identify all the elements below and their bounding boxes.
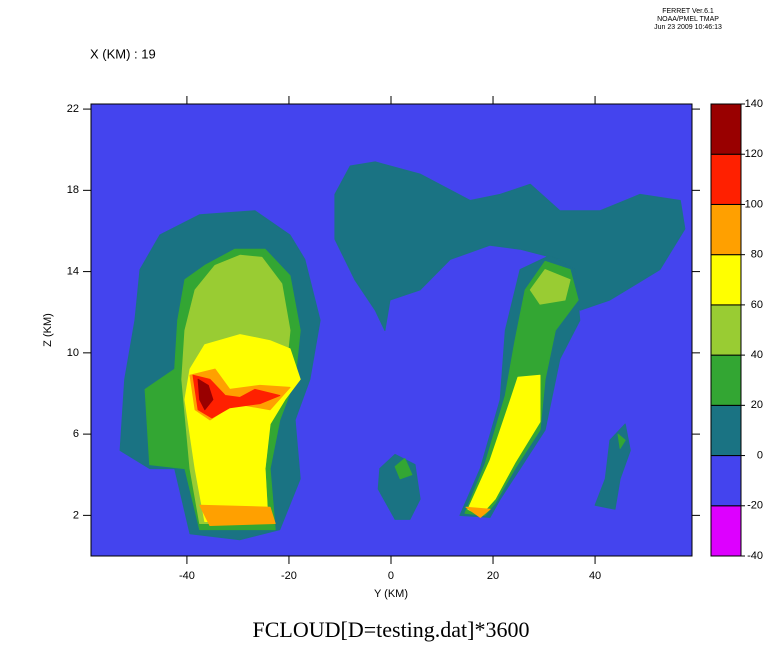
header-line: FERRET Ver.6.1 [662,8,714,15]
colorbar-box [710,354,742,406]
contour-region [617,433,626,449]
x-axis-label: Y (KM) [374,588,408,600]
colorbar-label: -20 [747,500,763,512]
colorbar-label: 100 [745,198,763,210]
colorbar-label: 0 [757,449,763,461]
chart-title: FCLOUD[D=testing.dat]*3600 [253,617,530,642]
colorbar-box [710,203,742,256]
contour-region [394,458,413,480]
contour-region [334,161,686,331]
colorbar-label: 40 [751,349,763,361]
x-tick-label: -40 [179,570,195,582]
header-line: Jun 23 2009 10:46:13 [654,24,722,31]
colorbar-label: 80 [751,249,763,261]
contour-region [192,374,281,419]
y-tick-label: 6 [73,428,79,440]
contour-region [465,506,491,518]
x-tick-label: 0 [388,570,394,582]
colorbar-label: 20 [751,399,763,411]
y-tick-label: 18 [67,184,79,196]
y-tick-label: 2 [73,509,79,521]
colorbar-label: 60 [751,299,763,311]
plot-frame [90,103,693,557]
colorbar-box [710,254,742,306]
colorbar-box [710,153,742,205]
colorbar-box [710,103,742,155]
contour-region [199,504,276,526]
header-line: NOAA/PMEL TMAP [657,16,719,23]
y-axis-label: Z (KM) [42,313,54,347]
colorbar-box [710,455,742,507]
subtitle: X (KM) : 19 [90,46,156,61]
contour-region [197,378,214,411]
contour-region [467,374,541,516]
y-tick-label: 22 [67,103,79,115]
colorbar-label: -40 [747,550,763,562]
y-tick-label: 14 [67,266,79,278]
x-tick-label: 20 [487,570,499,582]
colorbar-box [710,505,742,557]
colorbar-box [710,304,742,356]
colorbar-label: 120 [745,148,763,160]
x-tick-label: -20 [281,570,297,582]
contour-region [529,269,571,305]
x-tick-label: 40 [589,570,601,582]
colorbar-label: 140 [745,98,763,110]
colorbar-box [710,404,742,457]
y-tick-label: 10 [67,347,79,359]
